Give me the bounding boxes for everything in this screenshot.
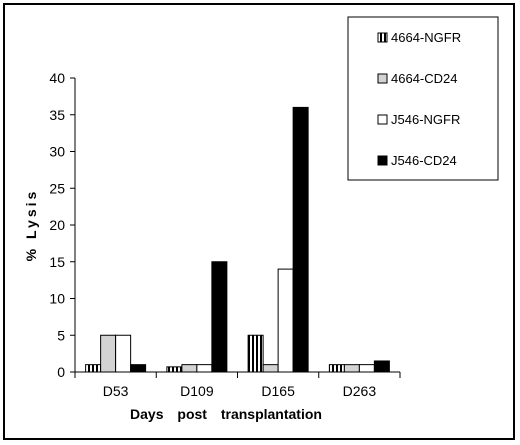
legend-box — [347, 16, 499, 181]
x-tick-label: D53 — [103, 383, 129, 399]
legend-swatch — [377, 114, 388, 125]
y-tick-label: 40 — [49, 70, 65, 86]
bar-4664-cd24-d165 — [262, 364, 279, 373]
legend-label: 4664-CD24 — [391, 71, 458, 86]
y-tick-label: 5 — [57, 327, 65, 343]
y-tick-label: 25 — [49, 180, 65, 196]
bar-4664-ngfr-d263 — [328, 364, 345, 373]
x-tick-label: D109 — [180, 383, 214, 399]
bar-j546-cd24-d165 — [292, 106, 309, 373]
bar-4664-ngfr-d165 — [247, 334, 264, 373]
bar-j546-cd24-d263 — [373, 360, 390, 373]
x-axis-title: Days post transplantation — [130, 406, 322, 422]
y-tick-label: 10 — [49, 291, 65, 307]
bar-j546-ngfr-d109 — [196, 364, 213, 373]
bar-4664-ngfr-d109 — [166, 366, 183, 373]
legend-label: J546-CD24 — [391, 153, 457, 168]
bar-4664-cd24-d109 — [181, 364, 198, 373]
bar-j546-ngfr-d53 — [115, 334, 132, 373]
y-tick-label: 30 — [49, 144, 65, 160]
bar-4664-cd24-d263 — [343, 364, 360, 373]
plot-area: 0 5 10 15 20 25 30 35 40 D53 D109 D165 D263 — [49, 70, 401, 399]
bar-4664-ngfr-d53 — [85, 364, 102, 373]
legend-swatch — [377, 73, 388, 84]
x-tick-label: D165 — [261, 383, 295, 399]
y-tick-label: 0 — [57, 364, 65, 380]
x-tick-label: D263 — [343, 383, 377, 399]
legend-label: 4664-NGFR — [391, 30, 461, 45]
bar-j546-cd24-d53 — [130, 364, 147, 373]
bar-j546-ngfr-d263 — [358, 364, 375, 373]
chart-frame — [3, 3, 515, 440]
bar-j546-ngfr-d165 — [277, 268, 294, 373]
legend: 4664-NGFR 4664-CD24 J546-NGFR J546-CD24 — [347, 16, 499, 181]
y-tick-label: 35 — [49, 107, 65, 123]
y-tick-label: 15 — [49, 254, 65, 270]
y-tick-label: 20 — [49, 217, 65, 233]
bar-j546-cd24-d109 — [211, 261, 228, 373]
bar-4664-cd24-d53 — [100, 334, 117, 373]
legend-label: J546-NGFR — [391, 112, 460, 127]
legend-swatch — [377, 32, 388, 43]
legend-swatch — [377, 155, 388, 166]
y-axis-title: % Lysis — [23, 189, 39, 262]
